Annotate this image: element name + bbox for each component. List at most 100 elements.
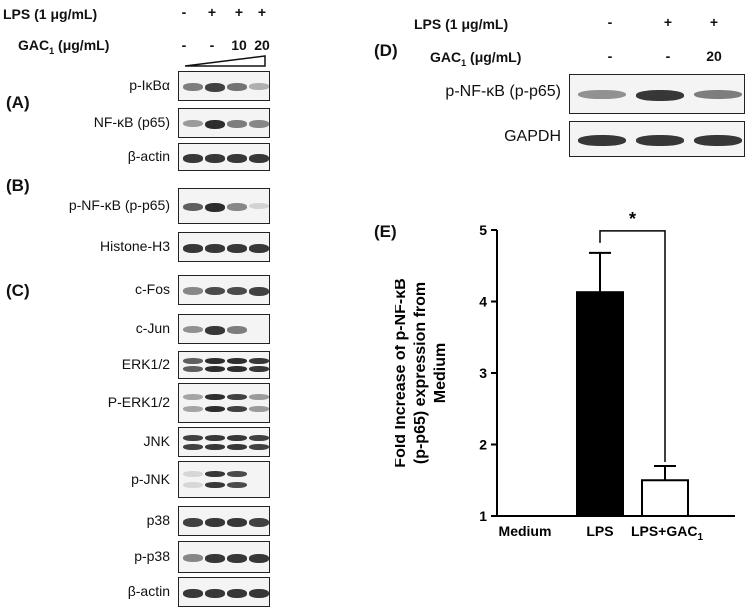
lps-sign-1: + bbox=[207, 4, 217, 20]
blot-label: NF-κB (p65) bbox=[93, 114, 170, 130]
blot-band bbox=[227, 366, 247, 373]
blot-band bbox=[205, 518, 225, 527]
blot-band bbox=[183, 443, 203, 450]
blot-band bbox=[183, 393, 203, 400]
blot-band bbox=[227, 589, 247, 598]
blot-band bbox=[205, 203, 225, 212]
blot-band bbox=[183, 589, 203, 598]
d-gac-value-0: - bbox=[607, 48, 613, 64]
gac-treatment-label: GAC1 (μg/mL) bbox=[18, 37, 110, 56]
blot-band bbox=[227, 518, 247, 527]
blot-band bbox=[227, 287, 247, 296]
blot-label: JNK bbox=[143, 433, 170, 449]
blot-band bbox=[183, 83, 203, 91]
blot-band bbox=[227, 154, 247, 163]
blot-band bbox=[227, 405, 247, 412]
blot-strip bbox=[178, 461, 270, 498]
y-tick-label: 3 bbox=[479, 365, 487, 381]
blot-label: ERK1/2 bbox=[121, 356, 170, 372]
blot-band bbox=[249, 393, 269, 400]
blot-band bbox=[205, 589, 225, 598]
blot-strip bbox=[178, 351, 270, 379]
blot-strip bbox=[178, 314, 270, 344]
significance-bracket bbox=[599, 230, 666, 462]
gac-value-1: - bbox=[209, 37, 215, 53]
blot-band bbox=[227, 120, 247, 128]
blot-band bbox=[227, 83, 247, 91]
x-tick-label: LPS bbox=[586, 523, 613, 539]
lps-sign-3: + bbox=[257, 4, 267, 20]
d-blot-label: p-NF-κB (p-p65) bbox=[445, 83, 561, 100]
blot-band bbox=[205, 470, 225, 477]
blot-strip bbox=[178, 71, 270, 101]
blot-strip bbox=[178, 275, 270, 305]
blot-band bbox=[183, 326, 203, 334]
y-tick-label: 2 bbox=[479, 437, 487, 453]
x-tick-label: Medium bbox=[499, 523, 552, 539]
d-blot-band bbox=[578, 135, 626, 146]
bar bbox=[576, 291, 624, 517]
blot-band bbox=[205, 393, 225, 400]
blot-strip bbox=[178, 108, 270, 138]
blot-band bbox=[249, 589, 269, 598]
d-blot-band bbox=[694, 135, 742, 146]
blot-strip bbox=[178, 383, 270, 423]
d-blot-band bbox=[694, 90, 742, 100]
blot-band bbox=[227, 203, 247, 211]
blot-label: p38 bbox=[146, 512, 170, 528]
blot-label: β-actin bbox=[127, 583, 170, 599]
blot-band bbox=[183, 120, 203, 128]
x-tick-label: LPS+GAC1 bbox=[631, 523, 704, 543]
blot-label: p-p38 bbox=[134, 548, 170, 564]
blot-band bbox=[183, 203, 203, 212]
blot-strip bbox=[178, 427, 270, 457]
blot-band bbox=[183, 518, 203, 527]
gac-value-3: 20 bbox=[254, 37, 270, 53]
blot-band bbox=[249, 434, 269, 441]
y-tick-label: 1 bbox=[479, 508, 487, 524]
gac-value-0: - bbox=[181, 37, 187, 53]
blot-band bbox=[205, 326, 225, 335]
blot-strip bbox=[178, 143, 270, 171]
blot-band bbox=[183, 357, 203, 364]
blot-label: p-JNK bbox=[131, 470, 170, 487]
blot-band bbox=[183, 154, 203, 163]
panel-label-d: (D) bbox=[374, 41, 398, 60]
blot-label: c-Jun bbox=[135, 320, 170, 336]
panel-label-a: (A) bbox=[6, 93, 30, 112]
blot-strip bbox=[178, 188, 270, 224]
blot-band bbox=[183, 405, 203, 412]
blot-band bbox=[205, 244, 225, 253]
blot-band bbox=[227, 357, 247, 364]
blot-band bbox=[227, 481, 247, 488]
bar bbox=[641, 479, 689, 517]
blot-band bbox=[249, 203, 269, 210]
blot-label: β-actin bbox=[127, 148, 170, 164]
blot-band bbox=[227, 554, 247, 563]
lps-sign-0: - bbox=[181, 4, 187, 20]
blot-label: p-NF-κB (p-p65) bbox=[68, 197, 170, 213]
blot-label: P-ERK1/2 bbox=[107, 394, 170, 410]
d-blot-band bbox=[578, 90, 626, 99]
panel-label-c: (C) bbox=[6, 281, 30, 300]
d-blot-label: GAPDH bbox=[504, 128, 561, 145]
blot-band bbox=[205, 366, 225, 373]
blot-band bbox=[183, 554, 203, 562]
blot-band bbox=[249, 405, 269, 412]
blot-strip bbox=[178, 577, 270, 607]
blot-band bbox=[249, 287, 269, 296]
d-gac-value-2: 20 bbox=[706, 48, 722, 64]
significance-label: * bbox=[629, 209, 636, 229]
blot-band bbox=[183, 366, 203, 373]
d-lps-sign-0: - bbox=[607, 14, 613, 30]
blot-label: p-IκBα bbox=[129, 77, 170, 93]
blot-label: Histone-H3 bbox=[99, 238, 170, 254]
d-blot-band bbox=[636, 135, 684, 146]
blot-band bbox=[227, 470, 247, 477]
lps-sign-2: + bbox=[234, 4, 244, 20]
blot-band bbox=[249, 518, 269, 527]
blot-band bbox=[205, 120, 225, 129]
blot-band bbox=[249, 443, 269, 450]
blot-strip bbox=[178, 232, 270, 262]
